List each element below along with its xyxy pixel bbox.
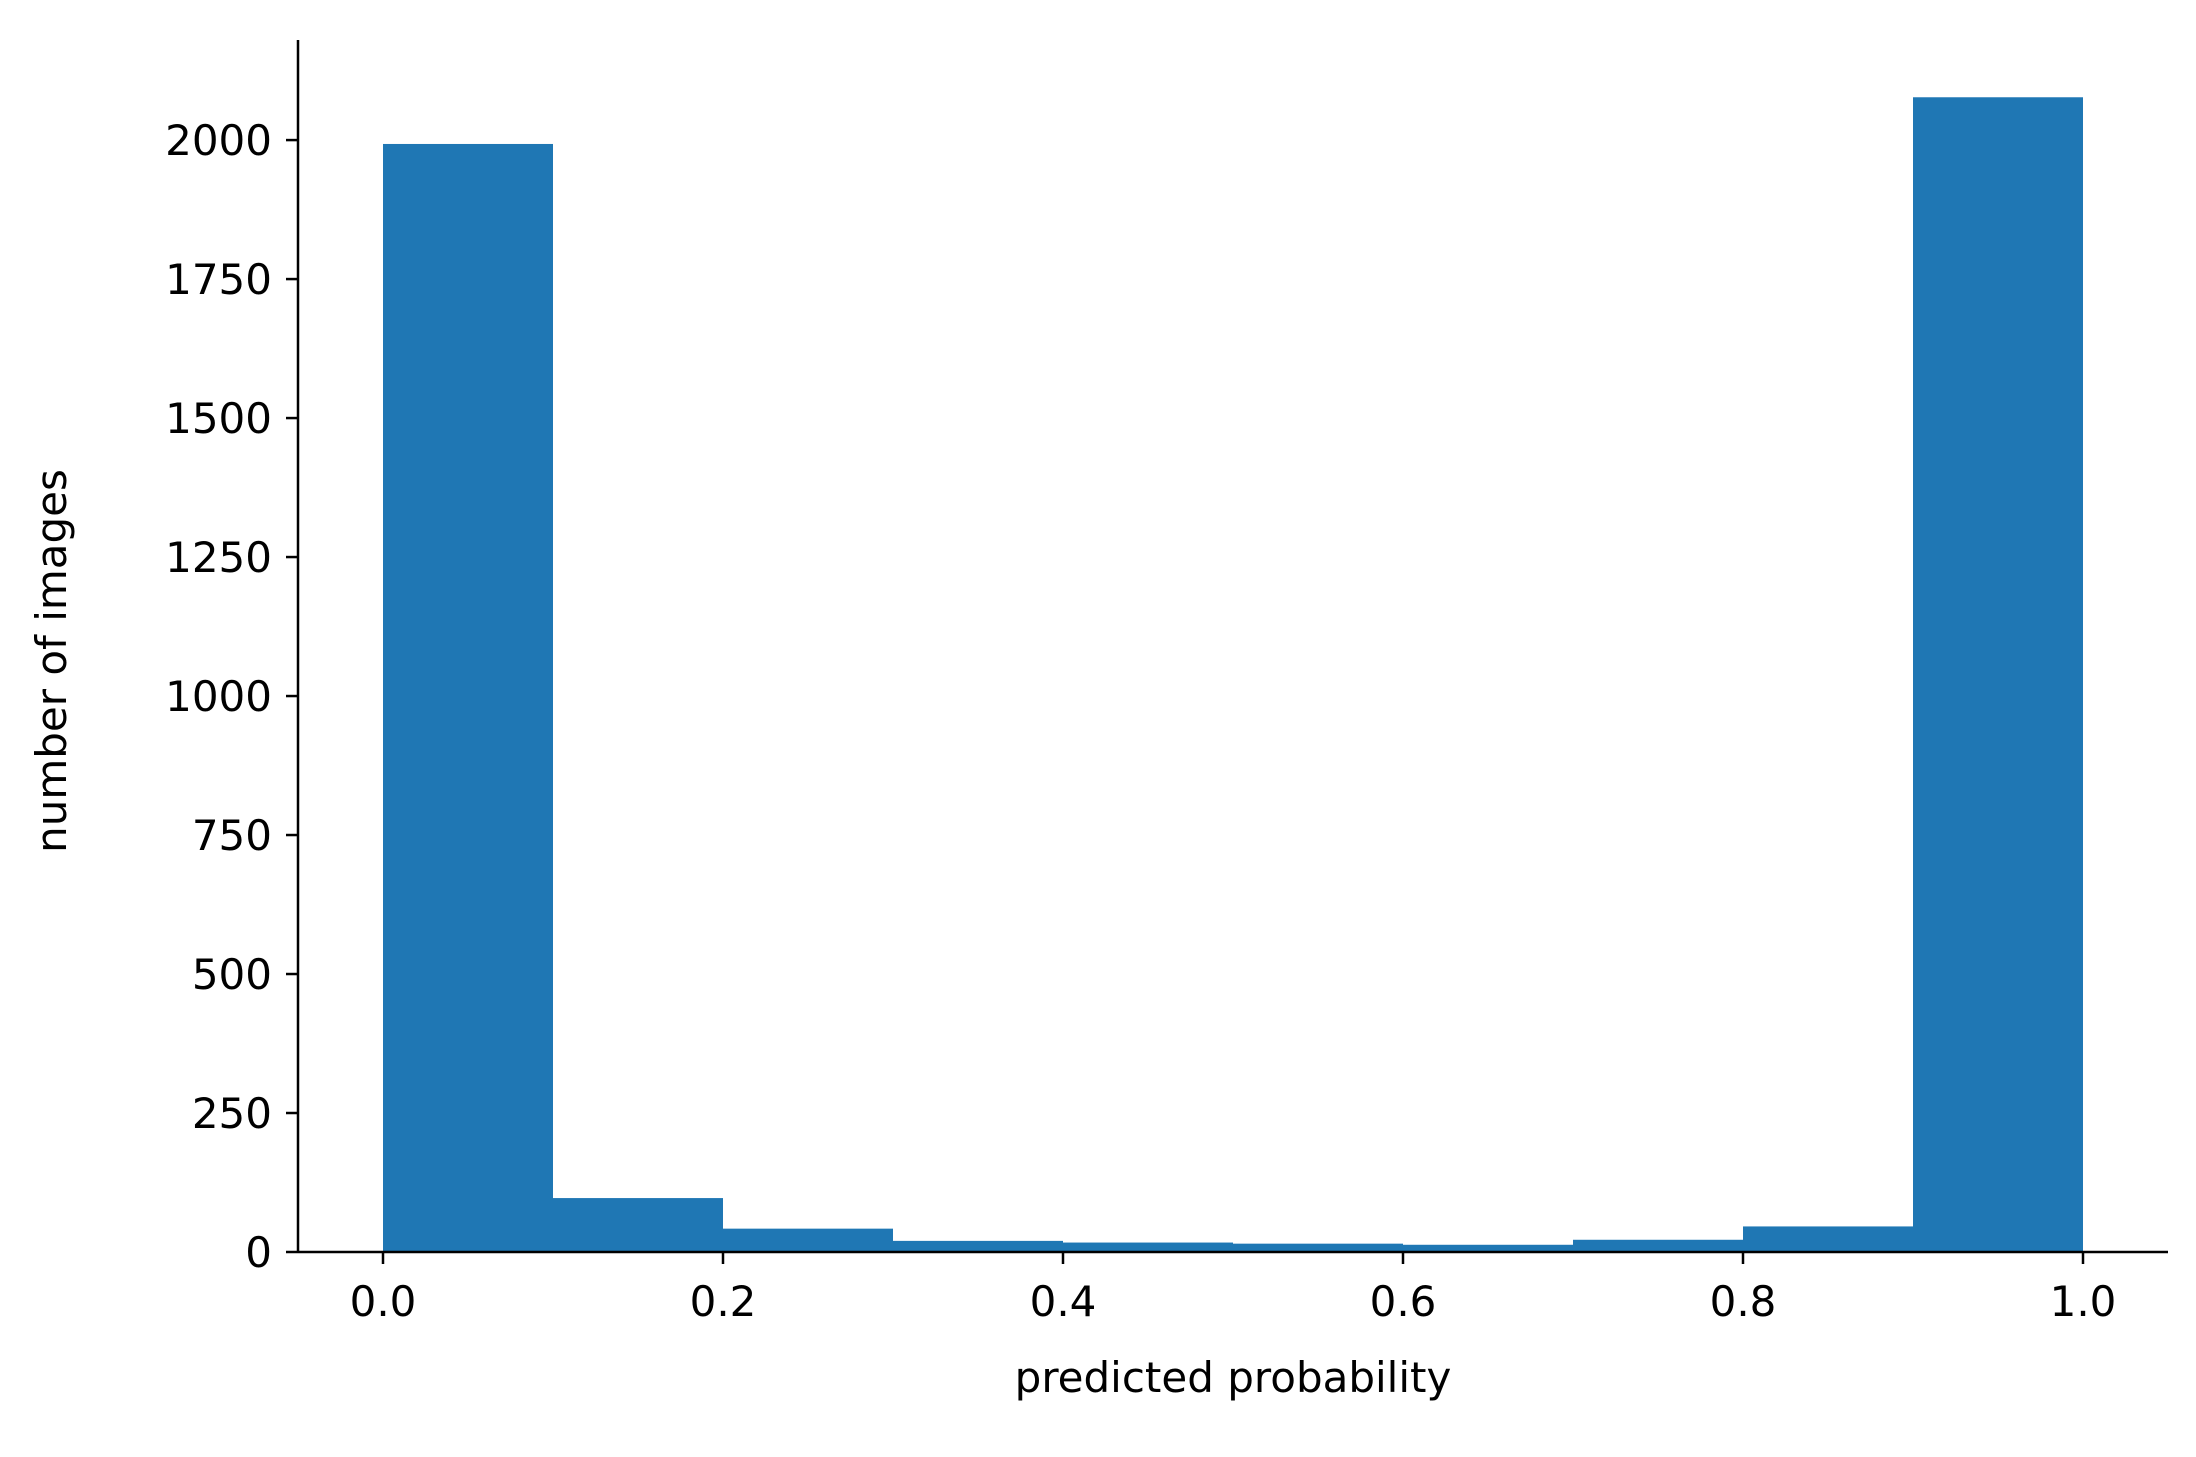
- x-tick-label: 0.2: [690, 1277, 757, 1326]
- y-tick-label: 1000: [165, 672, 272, 721]
- x-tick-label: 1.0: [2050, 1277, 2117, 1326]
- y-tick-label: 250: [192, 1089, 272, 1138]
- histogram-bar-1: [553, 1198, 723, 1252]
- histogram-bar-3: [893, 1240, 1063, 1252]
- y-tick-label: 0: [245, 1228, 272, 1277]
- y-axis-title: number of images: [27, 469, 76, 853]
- bars-layer: [383, 97, 2083, 1253]
- x-tick-label: 0.4: [1030, 1277, 1097, 1326]
- y-tick-label: 500: [192, 950, 272, 999]
- x-axis-title: predicted probability: [1015, 1353, 1452, 1402]
- y-tick-label: 1750: [165, 255, 272, 304]
- histogram-bar-9: [1913, 97, 2083, 1253]
- x-tick-label: 0.6: [1370, 1277, 1437, 1326]
- histogram-bar-2: [723, 1228, 893, 1252]
- histogram-bar-6: [1403, 1244, 1573, 1252]
- ticks-layer: 0.0 0.2 0.4 0.6 0.8 1.0 0 250 500 750 1000 1250 1500…: [165, 116, 2116, 1326]
- histogram-bar-4: [1063, 1242, 1233, 1252]
- y-tick-label: 1500: [165, 394, 272, 443]
- x-tick-label: 0.0: [350, 1277, 417, 1326]
- y-tick-label: 1250: [165, 533, 272, 582]
- x-tick-label: 0.8: [1710, 1277, 1777, 1326]
- histogram-bar-8: [1743, 1226, 1913, 1252]
- y-tick-label: 2000: [165, 116, 272, 165]
- histogram-bar-5: [1233, 1243, 1403, 1252]
- y-tick-label: 750: [192, 811, 272, 860]
- histogram-bar-7: [1573, 1239, 1743, 1252]
- histogram-bar-0: [383, 143, 553, 1253]
